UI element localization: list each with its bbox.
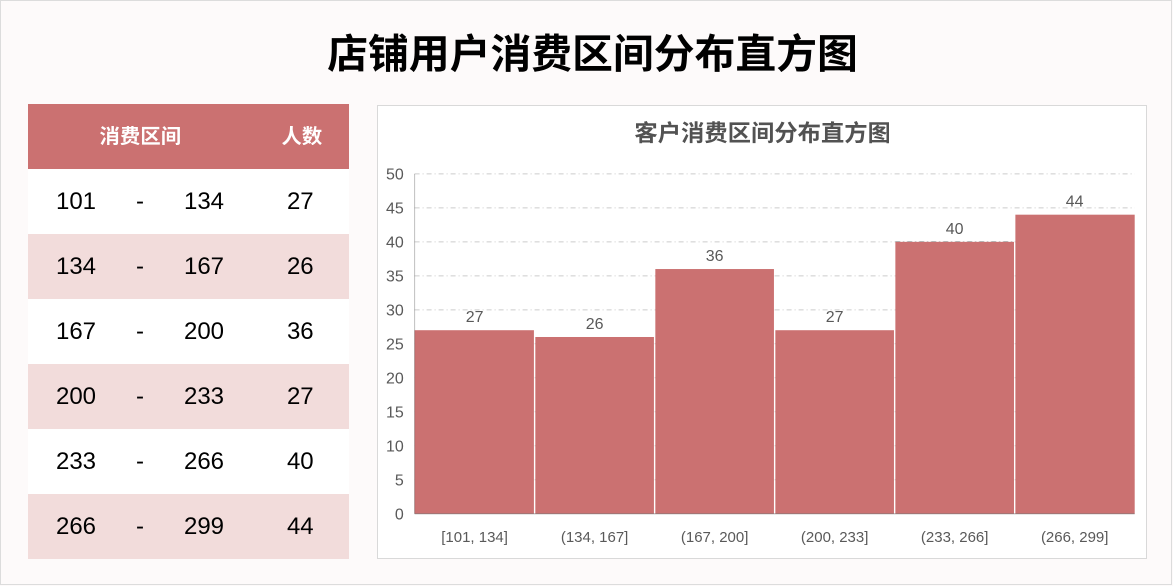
svg-text:36: 36 — [706, 248, 724, 265]
svg-text:45: 45 — [386, 200, 404, 217]
svg-text:10: 10 — [386, 438, 404, 455]
svg-text:5: 5 — [395, 472, 404, 489]
svg-text:27: 27 — [826, 309, 844, 326]
svg-text:20: 20 — [386, 370, 404, 387]
svg-text:15: 15 — [386, 404, 404, 421]
svg-text:(233, 266]: (233, 266] — [921, 529, 988, 546]
svg-text:(266, 299]: (266, 299] — [1041, 529, 1108, 546]
svg-text:26: 26 — [586, 316, 604, 333]
svg-text:(200, 233]: (200, 233] — [801, 529, 868, 546]
svg-text:[101, 134]: [101, 134] — [442, 529, 509, 546]
svg-text:40: 40 — [946, 220, 964, 237]
svg-text:30: 30 — [386, 302, 404, 319]
svg-text:(134, 167]: (134, 167] — [561, 529, 628, 546]
svg-text:40: 40 — [386, 234, 404, 251]
svg-text:44: 44 — [1066, 193, 1084, 210]
svg-text:25: 25 — [386, 336, 404, 353]
svg-text:(167, 200]: (167, 200] — [681, 529, 748, 546]
svg-text:27: 27 — [466, 309, 484, 326]
svg-text:0: 0 — [395, 506, 404, 523]
svg-text:50: 50 — [386, 166, 404, 183]
svg-text:35: 35 — [386, 268, 404, 285]
